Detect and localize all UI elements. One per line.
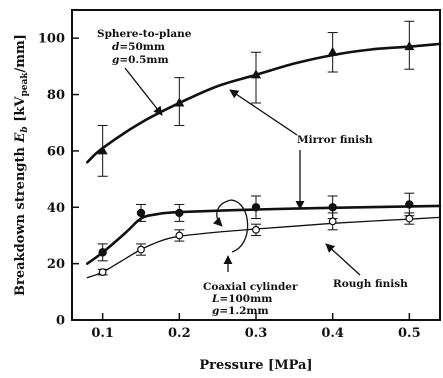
data-point [98,268,107,276]
data-point [404,41,415,51]
data-point [251,69,261,79]
coaxial-cylinder-label: Coaxial cylinder [203,281,298,293]
mirror-finish-label: Mirror finish [297,134,373,146]
data-point [175,231,184,240]
y-axis-ticks: 0 20 40 60 80 100 [38,32,79,329]
sphere-to-plane-annotation: Sphere-to-plane d=50mm g=0.5mm [97,28,192,116]
x-tick-label: 0.3 [245,326,268,341]
series-3 [86,212,441,279]
data-point [251,203,261,212]
y-tick-label: 40 [47,201,65,216]
x-tick-label: 0.1 [91,326,114,341]
data-point [97,145,108,155]
rough-arrow [325,243,361,276]
coaxial-length-label: L=100mm [211,293,272,305]
series-3-line [86,216,441,279]
mirror-finish-annotation: Mirror finish [229,89,373,210]
series-2-line [86,204,442,265]
sphere-arrow [124,67,163,116]
data-point [98,248,107,257]
data-point [405,200,414,209]
y-tick-label: 20 [47,257,65,272]
mirror-arrow-upper [229,89,298,136]
x-axis-ticks: 0.1 0.2 0.3 0.4 0.5 [91,313,421,341]
data-point [175,208,184,218]
y-axis-title: Breakdown strength Eb [kVpeak/mm] [13,34,30,296]
coaxial-cylinder-annotation: Coaxial cylinder L=100mm g=1.2mm [203,199,298,317]
series-2 [86,192,442,265]
data-point [327,46,338,56]
y-tick-label: 60 [47,144,65,159]
data-point [137,245,145,254]
data-point [136,208,146,218]
sphere-gap-d-label: d=50mm [112,41,165,53]
x-tick-label: 0.2 [168,326,191,341]
data-point [405,214,414,223]
sphere-to-plane-label: Sphere-to-plane [97,28,192,40]
coaxial-gap-label: g=1.2mm [212,305,269,317]
series-layer [86,20,442,279]
data-point [328,217,337,226]
rough-finish-annotation: Rough finish [325,243,408,290]
data-point [328,203,337,212]
sphere-gap-g-label: g=0.5mm [112,54,169,66]
x-axis-title: Pressure [MPa] [199,358,312,373]
rough-finish-label: Rough finish [333,278,408,290]
x-tick-label: 0.5 [398,326,421,341]
y-tick-label: 80 [47,88,65,103]
y-tick-label: 100 [38,32,65,47]
coaxial-ellipse-marker [230,199,249,253]
data-point [174,97,185,107]
y-tick-label: 0 [56,314,65,329]
series-1 [86,20,442,177]
x-tick-label: 0.4 [321,326,344,341]
coaxial-ellipse-marker-left [212,199,232,227]
data-point [252,225,260,234]
